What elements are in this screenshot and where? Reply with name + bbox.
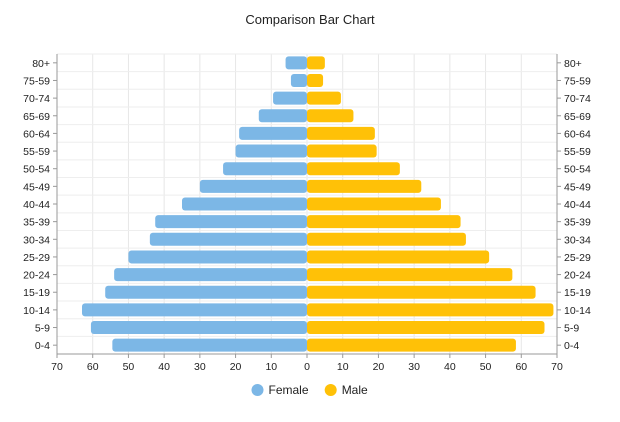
y-tick-label-right: 70-74 — [564, 93, 591, 105]
bar-female — [199, 179, 307, 193]
x-tick-label: 60 — [87, 361, 99, 373]
bar-male — [307, 321, 545, 335]
x-tick-label: 60 — [515, 361, 527, 373]
y-tick-label-left: 80+ — [32, 58, 50, 70]
bar-female — [105, 285, 307, 299]
x-tick-label: 70 — [51, 361, 63, 373]
bar-female — [149, 232, 307, 246]
x-tick-label: 50 — [480, 361, 492, 373]
bar-male — [307, 197, 441, 211]
y-tick-label-right: 55-59 — [564, 146, 591, 158]
x-tick-label: 30 — [408, 361, 420, 373]
y-tick-label-left: 40-44 — [23, 199, 50, 211]
bar-male — [307, 250, 490, 264]
chart-title: Comparison Bar Chart — [245, 12, 375, 27]
y-tick-label-right: 80+ — [564, 58, 582, 70]
x-tick-label: 10 — [337, 361, 349, 373]
bar-female — [223, 162, 307, 176]
y-tick-label-right: 15-19 — [564, 287, 591, 299]
x-tick-label: 10 — [265, 361, 277, 373]
y-tick-label-left: 35-39 — [23, 217, 50, 229]
legend-label-female: Female — [269, 383, 309, 397]
y-tick-label-right: 25-29 — [564, 252, 591, 264]
bar-female — [82, 303, 307, 317]
bar-male — [307, 56, 325, 70]
y-tick-label-left: 50-54 — [23, 164, 50, 176]
y-tick-label-left: 25-29 — [23, 252, 50, 264]
y-tick-label-left: 55-59 — [23, 146, 50, 158]
y-tick-label-right: 50-54 — [564, 164, 591, 176]
y-tick-label-right: 10-14 — [564, 305, 591, 317]
bar-male — [307, 91, 341, 105]
bar-female — [285, 56, 307, 70]
bar-female — [90, 321, 307, 335]
y-tick-label-left: 65-69 — [23, 111, 50, 123]
x-tick-label: 20 — [373, 361, 385, 373]
bar-male — [307, 126, 375, 140]
y-tick-label-right: 65-69 — [564, 111, 591, 123]
y-tick-label-left: 60-64 — [23, 128, 50, 140]
y-tick-label-left: 20-24 — [23, 270, 50, 282]
x-tick-label: 50 — [123, 361, 135, 373]
bar-female — [290, 73, 307, 87]
bar-male — [307, 179, 422, 193]
y-tick-label-left: 10-14 — [23, 305, 50, 317]
bar-male — [307, 109, 354, 123]
bar-male — [307, 73, 324, 87]
y-tick-label-right: 75-59 — [564, 75, 591, 87]
x-tick-label: 40 — [158, 361, 170, 373]
y-tick-label-left: 0-4 — [35, 340, 50, 352]
y-tick-label-left: 15-19 — [23, 287, 50, 299]
legend-swatch-male — [324, 384, 337, 396]
bar-male — [307, 162, 400, 176]
bar-male — [307, 232, 466, 246]
x-tick-label: 20 — [230, 361, 242, 373]
y-tick-label-right: 20-24 — [564, 270, 591, 282]
y-tick-label-left: 75-59 — [23, 75, 50, 87]
y-tick-label-left: 5-9 — [35, 323, 50, 335]
x-tick-label: 0 — [304, 361, 310, 373]
bar-male — [307, 144, 377, 158]
y-tick-label-left: 30-34 — [23, 234, 50, 246]
y-tick-label-right: 0-4 — [564, 340, 579, 352]
y-tick-label-right: 35-39 — [564, 217, 591, 229]
y-tick-label-right: 30-34 — [564, 234, 591, 246]
legend: Female Male — [251, 383, 368, 397]
bar-male — [307, 215, 461, 229]
bar-male — [307, 285, 536, 299]
x-tick-label: 70 — [551, 361, 563, 373]
bar-female — [235, 144, 307, 158]
axes: 80+ 80+ 75-59 75-59 70-74 70-74 65-69 65-69 60-6… — [23, 54, 591, 373]
legend-swatch-female — [251, 384, 264, 396]
y-tick-label-left: 45-49 — [23, 181, 50, 193]
x-tick-label: 40 — [444, 361, 456, 373]
bar-male — [307, 338, 516, 352]
legend-label-male: Male — [342, 383, 368, 397]
bar-female — [258, 109, 307, 123]
y-tick-label-right: 5-9 — [564, 323, 579, 335]
y-tick-label-right: 45-49 — [564, 181, 591, 193]
bar-female — [114, 268, 308, 282]
bar-female — [182, 197, 307, 211]
y-tick-label-right: 40-44 — [564, 199, 591, 211]
y-tick-label-right: 60-64 — [564, 128, 591, 140]
bars — [82, 56, 554, 352]
bar-female — [112, 338, 307, 352]
bar-female — [239, 126, 307, 140]
bar-male — [307, 303, 554, 317]
y-tick-label-left: 70-74 — [23, 93, 50, 105]
bar-female — [273, 91, 307, 105]
x-tick-label: 30 — [194, 361, 206, 373]
bar-female — [128, 250, 307, 264]
bar-female — [155, 215, 307, 229]
bar-male — [307, 268, 513, 282]
